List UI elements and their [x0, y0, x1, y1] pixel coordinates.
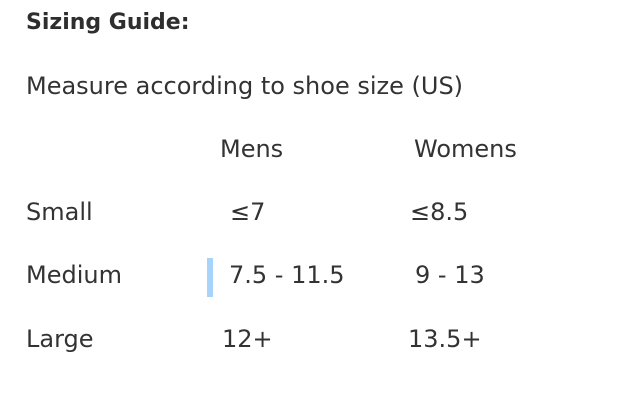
sizing-guide-title: Sizing Guide:: [26, 10, 190, 35]
large-mens: 12+: [222, 325, 273, 353]
row-label-small: Small: [26, 198, 93, 226]
text-cursor: [207, 258, 213, 297]
row-label-large: Large: [26, 325, 94, 353]
sizing-guide-subtitle: Measure according to shoe size (US): [26, 72, 464, 100]
header-womens: Womens: [414, 135, 517, 163]
small-mens: ≤7: [230, 198, 266, 226]
small-womens: ≤8.5: [410, 198, 469, 226]
large-womens: 13.5+: [408, 325, 482, 353]
medium-womens: 9 - 13: [415, 261, 485, 289]
medium-mens: 7.5 - 11.5: [229, 261, 345, 289]
row-label-medium: Medium: [26, 261, 122, 289]
header-mens: Mens: [220, 135, 284, 163]
